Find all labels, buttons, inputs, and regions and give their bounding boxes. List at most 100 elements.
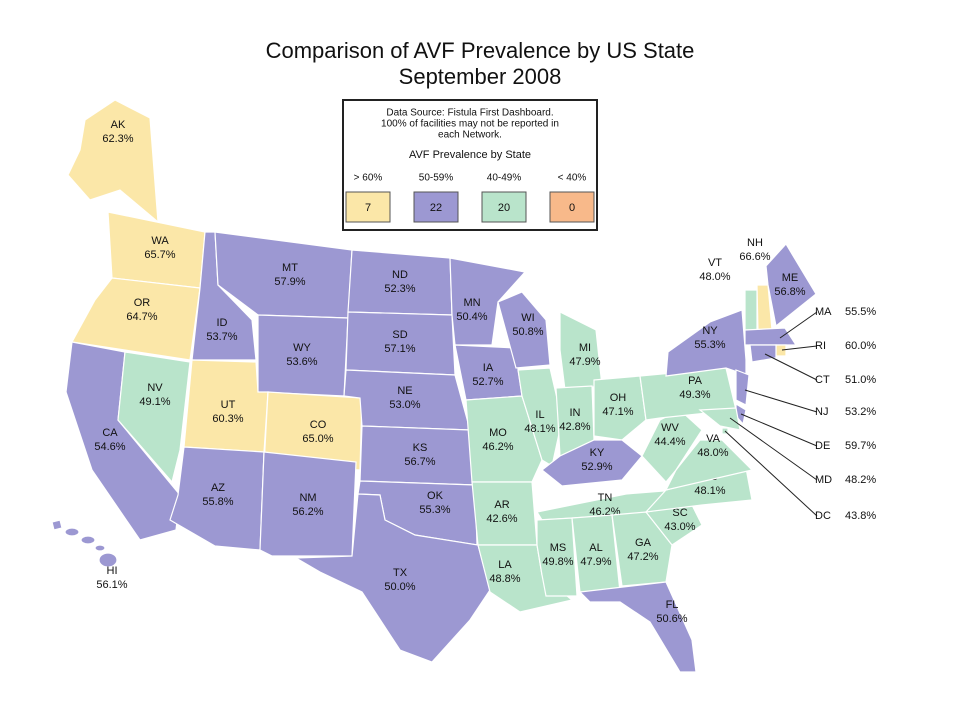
state-value: 48.8% bbox=[489, 573, 520, 585]
state-abbr: WI bbox=[521, 312, 534, 324]
state-shape bbox=[449, 257, 527, 346]
state-abbr: NH bbox=[747, 237, 763, 249]
state-abbr: NJ bbox=[815, 406, 828, 418]
state-abbr: MD bbox=[815, 474, 832, 486]
state-abbr: ME bbox=[782, 272, 799, 284]
state-abbr: MN bbox=[463, 297, 480, 309]
state-shape bbox=[541, 439, 643, 487]
state-value: 46.2% bbox=[482, 441, 513, 453]
state-abbr: MI bbox=[579, 342, 591, 354]
state-abbr: UT bbox=[221, 399, 236, 411]
state-value: 57.9% bbox=[274, 276, 305, 288]
leader-line bbox=[781, 345, 818, 351]
state-shape bbox=[744, 327, 798, 346]
state-abbr: KS bbox=[413, 442, 428, 454]
state-value: 51.0% bbox=[845, 374, 876, 386]
state-value: 53.7% bbox=[206, 331, 237, 343]
legend-label: 40-49% bbox=[487, 173, 522, 184]
legend-swatch bbox=[413, 191, 459, 223]
state-value: 50.8% bbox=[512, 326, 543, 338]
state-value: 52.7% bbox=[472, 376, 503, 388]
state-value: 56.8% bbox=[774, 286, 805, 298]
state-value: 50.6% bbox=[656, 613, 687, 625]
state-value: 47.2% bbox=[627, 551, 658, 563]
state-abbr: WA bbox=[151, 235, 169, 247]
state-shape bbox=[698, 407, 741, 431]
legend-swatch bbox=[549, 191, 595, 223]
state-value: 49.1% bbox=[139, 396, 170, 408]
state-shape bbox=[117, 351, 191, 484]
state-value: 42.8% bbox=[559, 421, 590, 433]
state-value: 48.0% bbox=[699, 271, 730, 283]
state-abbr: CT bbox=[815, 374, 830, 386]
state-value: 48.1% bbox=[694, 485, 725, 497]
state-value: 50.0% bbox=[384, 581, 415, 593]
state-abbr: VA bbox=[706, 433, 721, 445]
state-value: 59.7% bbox=[845, 440, 876, 452]
state-shape bbox=[749, 344, 777, 363]
state-value: 65.7% bbox=[144, 249, 175, 261]
state-abbr: AZ bbox=[211, 482, 225, 494]
state-value: 53.2% bbox=[845, 406, 876, 418]
state-value: 48.2% bbox=[845, 474, 876, 486]
legend-label: < 40% bbox=[558, 173, 587, 184]
legend-note: each Network. bbox=[438, 130, 502, 141]
leader-line bbox=[779, 311, 818, 339]
state-abbr: DC bbox=[815, 510, 831, 522]
state-abbr: WY bbox=[293, 342, 311, 354]
legend-label: 50-59% bbox=[419, 173, 454, 184]
state-value: 49.3% bbox=[679, 389, 710, 401]
state-abbr: OH bbox=[610, 392, 627, 404]
state-abbr: SD bbox=[392, 329, 407, 341]
state-abbr: NM bbox=[299, 492, 316, 504]
state-shape bbox=[80, 535, 96, 545]
state-abbr: NE bbox=[397, 385, 412, 397]
legend-title: AVF Prevalence by State bbox=[409, 149, 531, 161]
state-abbr: NY bbox=[702, 325, 718, 337]
state-value: 54.6% bbox=[94, 441, 125, 453]
leader-line bbox=[729, 417, 818, 481]
state-abbr: DE bbox=[815, 440, 830, 452]
state-value: 48.0% bbox=[697, 447, 728, 459]
legend-note: Data Source: Fistula First Dashboard. bbox=[386, 108, 553, 119]
state-value: 49.8% bbox=[542, 556, 573, 568]
state-abbr: AK bbox=[111, 119, 126, 131]
state-value: 66.6% bbox=[739, 251, 770, 263]
state-abbr: MA bbox=[815, 306, 832, 318]
state-abbr: MS bbox=[550, 542, 567, 554]
state-shape bbox=[593, 375, 647, 441]
state-value: 53.6% bbox=[286, 356, 317, 368]
legend-count: 20 bbox=[498, 202, 510, 214]
state-value: 62.3% bbox=[102, 133, 133, 145]
state-value: 55.3% bbox=[694, 339, 725, 351]
state-value: 48.1% bbox=[524, 423, 555, 435]
legend-swatch bbox=[345, 191, 391, 223]
state-shape bbox=[665, 309, 747, 377]
state-abbr: ND bbox=[392, 269, 408, 281]
state-shape bbox=[259, 451, 357, 557]
state-shape bbox=[775, 344, 787, 357]
state-abbr: OR bbox=[134, 297, 151, 309]
leader-line bbox=[764, 353, 818, 381]
state-shape bbox=[51, 519, 63, 531]
state-value: 65.0% bbox=[302, 433, 333, 445]
state-value: 43.8% bbox=[845, 510, 876, 522]
state-abbr: HI bbox=[107, 565, 118, 577]
state-shape bbox=[744, 289, 758, 331]
state-shape bbox=[735, 369, 750, 406]
state-value: 60.3% bbox=[212, 413, 243, 425]
state-value: 53.0% bbox=[389, 399, 420, 411]
state-value: 42.6% bbox=[486, 513, 517, 525]
legend-note: 100% of facilities may not be reported i… bbox=[381, 119, 559, 130]
state-value: 52.9% bbox=[581, 461, 612, 473]
state-shape bbox=[611, 511, 673, 587]
legend-count: 0 bbox=[569, 202, 575, 214]
state-value: 56.7% bbox=[404, 456, 435, 468]
state-abbr: LA bbox=[498, 559, 512, 571]
state-shape bbox=[71, 277, 201, 361]
state-value: 50.4% bbox=[456, 311, 487, 323]
state-abbr: MO bbox=[489, 427, 507, 439]
state-abbr: KY bbox=[590, 447, 605, 459]
state-abbr: IL bbox=[535, 409, 544, 421]
